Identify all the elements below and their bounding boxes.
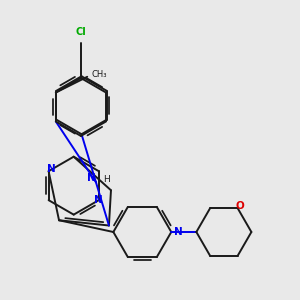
Text: N: N: [94, 195, 103, 205]
Text: O: O: [236, 201, 244, 211]
Text: Cl: Cl: [76, 27, 86, 37]
Text: H: H: [103, 175, 110, 184]
Text: N: N: [87, 173, 95, 183]
Text: N: N: [174, 227, 182, 237]
Text: N: N: [47, 164, 56, 174]
Text: CH₃: CH₃: [91, 70, 107, 79]
